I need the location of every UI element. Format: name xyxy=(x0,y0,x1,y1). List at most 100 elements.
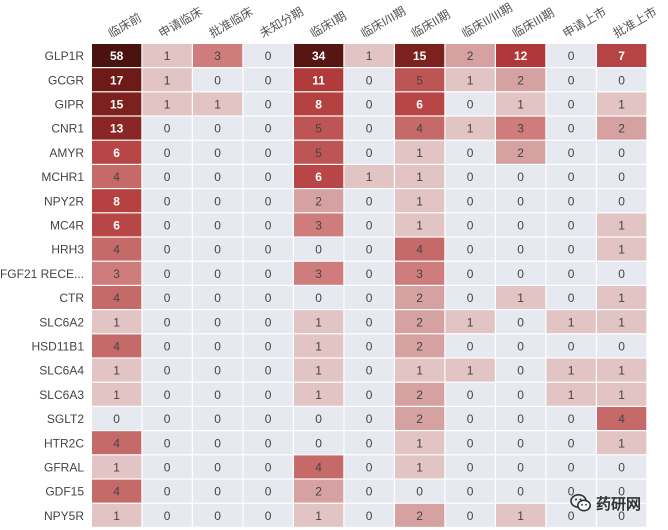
row-label: GFRAL xyxy=(44,461,84,475)
heatmap-cell xyxy=(92,92,142,116)
column-labels: 临床前 申请临床 批准临床 未知分期 临床I期 临床I/II期 临床II期 临床II/III期… xyxy=(105,0,659,40)
heatmap-cell xyxy=(142,455,192,479)
cell-value-label: 0 xyxy=(618,509,625,523)
cell-value-label: 0 xyxy=(164,340,171,354)
heatmap-cell xyxy=(496,116,546,140)
cell-value-label: 1 xyxy=(164,73,171,87)
heatmap-cell xyxy=(496,140,546,164)
heatmap-cell xyxy=(597,310,647,334)
heatmap-cell xyxy=(344,407,394,430)
heatmap-cell xyxy=(142,92,192,116)
cell-value-label: 1 xyxy=(467,315,474,329)
cell-value-label: 4 xyxy=(113,436,120,450)
cell-value-label: 0 xyxy=(164,485,171,499)
cell-value-label: 0 xyxy=(315,291,322,305)
heatmap-cell xyxy=(294,382,344,406)
heatmap-cell xyxy=(344,334,394,358)
cell-value-label: 0 xyxy=(568,122,575,136)
row-label: SGLT2 xyxy=(47,412,84,426)
heatmap-cell xyxy=(395,165,445,188)
cell-value-label: 0 xyxy=(164,509,171,523)
heatmap-cell xyxy=(142,334,192,358)
cell-value-label: 1 xyxy=(467,122,474,136)
cell-value-label: 0 xyxy=(265,315,272,329)
heatmap-cell xyxy=(546,261,596,285)
heatmap-cell xyxy=(92,44,142,67)
cell-value-label: 0 xyxy=(265,364,272,378)
cell-value-label: 0 xyxy=(467,291,474,305)
cell-value-label: 1 xyxy=(214,98,221,112)
heatmap-cell xyxy=(395,44,445,67)
heatmap-cell xyxy=(243,68,293,92)
cell-value-label: 3 xyxy=(113,267,120,281)
cell-value-label: 0 xyxy=(568,194,575,208)
heatmap-cell xyxy=(294,189,344,213)
heatmap-cell xyxy=(243,116,293,140)
cell-value-label: 0 xyxy=(214,364,221,378)
heatmap-cell xyxy=(546,116,596,140)
cell-value-label: 0 xyxy=(517,412,524,426)
cell-value-label: 0 xyxy=(366,291,373,305)
row-label: AMYR xyxy=(49,146,84,160)
heatmap-cell xyxy=(597,68,647,92)
heatmap-cell xyxy=(193,479,243,503)
cell-value-label: 2 xyxy=(416,315,423,329)
heatmap-cell xyxy=(395,237,445,261)
heatmap-cell xyxy=(546,431,596,455)
heatmap-cell xyxy=(597,503,647,527)
cell-value-label: 0 xyxy=(164,461,171,475)
heatmap-cell xyxy=(445,431,495,455)
cell-value-label: 3 xyxy=(315,267,322,281)
heatmap-cell xyxy=(395,68,445,92)
heatmap-cell xyxy=(193,382,243,406)
cell-value-label: 12 xyxy=(514,49,528,63)
heatmap-cell xyxy=(243,431,293,455)
cell-value-label: 0 xyxy=(467,485,474,499)
heatmap-cell xyxy=(142,140,192,164)
cell-value-label: 11 xyxy=(312,73,325,87)
cell-value-label: 0 xyxy=(265,485,272,499)
cell-value-label: 0 xyxy=(467,340,474,354)
heatmap-cell xyxy=(294,503,344,527)
heatmap-cell xyxy=(92,310,142,334)
heatmap-cell xyxy=(445,44,495,67)
cell-value-label: 5 xyxy=(315,122,322,136)
heatmap-cell xyxy=(395,334,445,358)
heatmap-cell xyxy=(597,455,647,479)
cell-value-label: 0 xyxy=(366,388,373,402)
cell-value-label: 1 xyxy=(416,146,423,160)
row-label: CNR1 xyxy=(51,122,84,136)
heatmap-cell xyxy=(395,92,445,116)
heatmap-cell xyxy=(92,213,142,237)
cell-value-label: 0 xyxy=(568,509,575,523)
heatmap-cell xyxy=(546,382,596,406)
cell-value-label: 1 xyxy=(315,315,322,329)
heatmap-cell xyxy=(92,261,142,285)
cell-value-label: 2 xyxy=(517,146,524,160)
heatmap-cell xyxy=(546,68,596,92)
cell-value-label: 0 xyxy=(517,315,524,329)
heatmap-cell xyxy=(193,286,243,309)
heatmap-cell xyxy=(294,213,344,237)
heatmap-cell xyxy=(92,237,142,261)
heatmap-cell xyxy=(294,286,344,309)
cell-value-label: 0 xyxy=(568,436,575,450)
cell-value-label: 0 xyxy=(214,461,221,475)
heatmap-cell xyxy=(92,407,142,430)
heatmap-cell xyxy=(546,213,596,237)
cell-value-label: 0 xyxy=(467,146,474,160)
cell-value-label: 0 xyxy=(164,388,171,402)
heatmap-cell xyxy=(395,116,445,140)
row-label: GDF15 xyxy=(45,485,84,499)
cell-value-label: 0 xyxy=(416,485,423,499)
cell-value-label: 0 xyxy=(618,340,625,354)
cell-value-label: 0 xyxy=(265,340,272,354)
heatmap-cell xyxy=(445,165,495,188)
cell-value-label: 6 xyxy=(416,98,423,112)
heatmap-cell xyxy=(597,382,647,406)
row-label: GIPR xyxy=(55,98,85,112)
cell-value-label: 0 xyxy=(265,122,272,136)
cell-value-label: 0 xyxy=(214,122,221,136)
heatmap-cell xyxy=(294,310,344,334)
